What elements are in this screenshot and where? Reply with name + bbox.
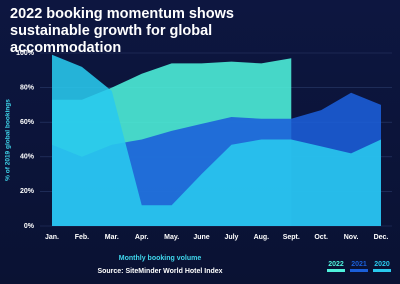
y-axis-label: % of 2019 global bookings <box>5 99 12 181</box>
area <box>52 54 381 227</box>
x-tick-label: Nov. <box>344 234 359 241</box>
y-tick-label: 40% <box>20 154 35 161</box>
y-tick-label: 100% <box>16 50 35 57</box>
legend-label: 2021 <box>351 261 367 268</box>
x-tick-label: Jan. <box>45 234 59 241</box>
x-tick-label: May. <box>164 234 179 241</box>
chart-title: 2022 booking momentum shows sustainable … <box>10 6 234 56</box>
x-tick-label: June <box>193 234 209 241</box>
y-tick-label: 0% <box>24 223 35 230</box>
x-tick-label: Aug. <box>254 234 270 241</box>
legend-label: 2022 <box>328 261 344 268</box>
legend-swatch <box>373 269 391 272</box>
x-axis-label: Monthly booking volume <box>119 255 202 262</box>
x-tick-label: Mar. <box>105 234 119 241</box>
x-tick-label: Oct. <box>314 234 328 241</box>
x-tick-label: July <box>224 234 238 241</box>
source: Source: SiteMinder World Hotel Index <box>97 268 222 275</box>
legend-label: 2020 <box>374 261 390 268</box>
legend-swatch <box>327 269 345 272</box>
y-tick-label: 20% <box>20 188 35 195</box>
y-tick-label: 60% <box>20 119 35 126</box>
legend-swatch <box>350 269 368 272</box>
x-tick-label: Dec. <box>374 234 389 241</box>
x-tick-label: Feb. <box>75 234 89 241</box>
x-tick-label: Sept. <box>283 234 300 241</box>
y-tick-label: 80% <box>20 84 35 91</box>
x-tick-label: Apr. <box>135 234 149 241</box>
